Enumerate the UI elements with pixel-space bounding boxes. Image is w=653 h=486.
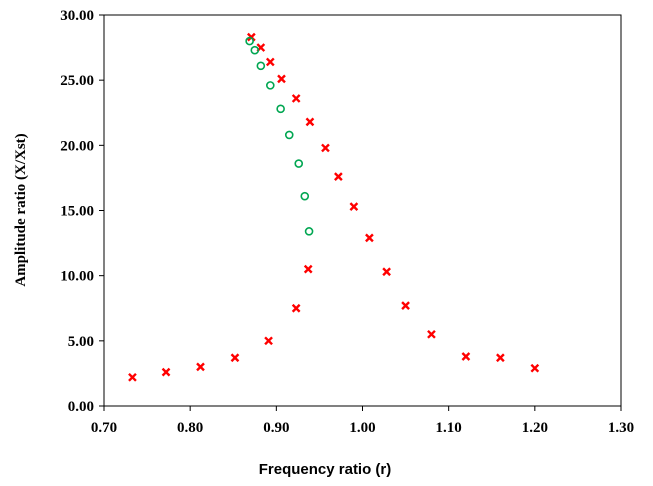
- y-tick-label: 0.00: [68, 399, 94, 415]
- x-tick-label: 0.90: [263, 420, 289, 436]
- data-point-circle-marker: [256, 61, 266, 71]
- x-axis-title: Frequency ratio (r): [259, 461, 392, 478]
- data-point-x-marker: [264, 336, 273, 346]
- y-tick-label: 30.00: [60, 8, 94, 24]
- data-point-x-marker: [265, 57, 275, 67]
- data-point-x-marker: [161, 367, 171, 377]
- y-tick-label: 10.00: [60, 269, 94, 285]
- plot-area: [103, 14, 622, 407]
- data-point-circle-marker: [304, 227, 314, 236]
- data-point-circle-marker: [250, 45, 260, 55]
- x-tick-label: 1.20: [522, 420, 548, 436]
- x-tick-label: 1.00: [349, 420, 375, 436]
- series-0: [128, 32, 540, 382]
- data-point-x-marker: [303, 264, 313, 274]
- data-point-circle-marker: [266, 81, 275, 90]
- y-tick-label: 15.00: [60, 204, 94, 220]
- data-point-x-marker: [401, 301, 410, 310]
- series-1: [245, 36, 314, 236]
- y-axis: 0.00 5.00 10.00 15.00 20.00 25.00 30.00: [60, 8, 104, 415]
- data-point-x-marker: [334, 172, 343, 181]
- data-point-x-marker: [349, 202, 359, 211]
- y-axis-title: Amplitude ratio (X/Xst): [13, 133, 29, 286]
- x-tick-label: 1.10: [436, 420, 462, 436]
- data-point-x-marker: [196, 362, 205, 372]
- data-point-x-marker: [365, 233, 374, 243]
- data-point-x-marker: [128, 372, 137, 382]
- data-point-x-marker: [382, 267, 391, 277]
- x-axis: 0.70 0.80 0.90 1.00 1.10 1.20 1.30: [91, 406, 634, 436]
- data-point-x-marker: [230, 353, 240, 363]
- data-point-x-marker: [496, 353, 505, 363]
- data-point-circle-marker: [245, 36, 254, 46]
- data-point-circle-marker: [284, 130, 294, 140]
- y-tick-label: 5.00: [68, 334, 94, 350]
- data-point-x-marker: [291, 94, 301, 103]
- y-tick-label: 25.00: [60, 73, 94, 89]
- data-point-x-marker: [291, 303, 301, 313]
- data-series: [128, 32, 540, 382]
- data-point-circle-marker: [300, 191, 310, 201]
- data-point-x-marker: [530, 363, 540, 373]
- data-point-x-marker: [277, 74, 286, 84]
- data-point-circle-marker: [276, 104, 285, 114]
- data-point-x-marker: [305, 117, 315, 127]
- data-point-x-marker: [427, 329, 436, 339]
- data-point-x-marker: [461, 352, 471, 361]
- x-tick-label: 0.80: [177, 420, 203, 436]
- data-point-circle-marker: [294, 159, 304, 168]
- y-tick-label: 20.00: [60, 138, 94, 154]
- x-tick-label: 0.70: [91, 420, 117, 436]
- x-tick-label: 1.30: [608, 420, 634, 436]
- data-point-x-marker: [321, 143, 330, 153]
